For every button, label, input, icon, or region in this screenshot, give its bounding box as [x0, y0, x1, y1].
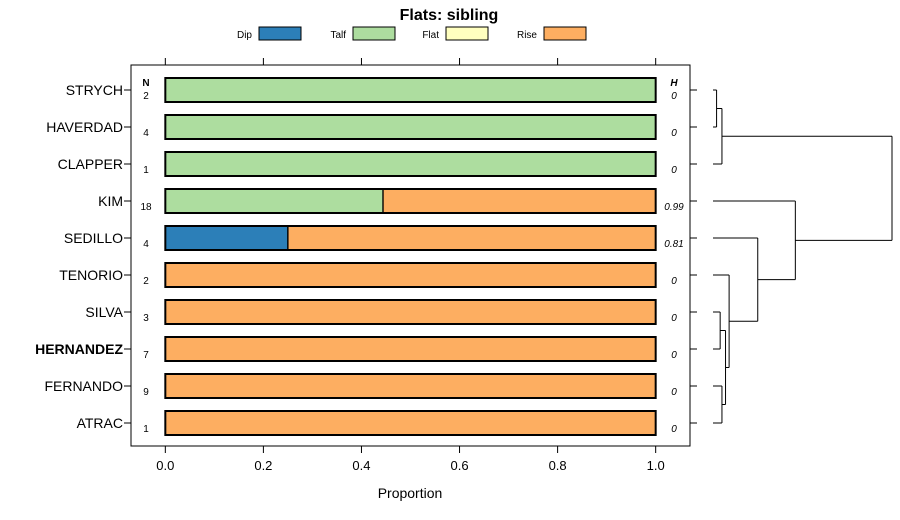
- bar-segment-rise: [164, 336, 657, 362]
- h-value: 0: [671, 313, 677, 324]
- bar-segment-talf: [164, 151, 657, 177]
- category-label: SEDILLO: [64, 230, 123, 246]
- h-value: 0: [671, 165, 677, 176]
- bar-outline: [164, 151, 657, 177]
- h-value: 0: [671, 276, 677, 287]
- h-column-header: H: [670, 78, 678, 89]
- n-value: 7: [143, 350, 149, 361]
- bar-segment-talf: [164, 188, 384, 214]
- legend: Dip Talf Flat Rise: [237, 26, 587, 41]
- n-value: 1: [143, 165, 149, 176]
- chart-title: Flats: sibling: [400, 7, 499, 24]
- legend-label-flat: Flat: [422, 30, 439, 41]
- category-label: HERNANDEZ: [35, 341, 123, 357]
- bar-outline: [164, 336, 657, 362]
- bar-segment-talf: [164, 114, 657, 140]
- bar-segment-dip: [164, 225, 289, 251]
- bar-segment-rise: [382, 188, 657, 214]
- category-label: HAVERDAD: [46, 119, 123, 135]
- bar-segment-rise: [164, 410, 657, 436]
- category-label: CLAPPER: [58, 156, 123, 172]
- category-label: SILVA: [85, 304, 123, 320]
- n-value: 4: [143, 128, 149, 139]
- bar-outline: [164, 299, 657, 325]
- h-value: 0: [671, 350, 677, 361]
- n-value: 4: [143, 239, 149, 250]
- category-label: STRYCH: [66, 82, 123, 98]
- bar-segment-rise: [164, 299, 657, 325]
- bar-outline: [164, 77, 657, 103]
- x-tick-label: 0.4: [352, 458, 370, 473]
- x-axis: 0.0 0.2 0.4 0.6 0.8 1.0: [156, 58, 665, 473]
- legend-label-talf: Talf: [330, 30, 346, 41]
- n-value: 2: [143, 91, 149, 102]
- category-label: ATRAC: [77, 415, 123, 431]
- x-tick-label: 0.2: [254, 458, 272, 473]
- h-value: 0.99: [664, 202, 684, 213]
- bar-outline: [164, 410, 657, 436]
- n-value: 3: [143, 313, 149, 324]
- category-label: KIM: [98, 193, 123, 209]
- dendrogram: [713, 89, 893, 424]
- plot-frame: [130, 64, 691, 447]
- n-value: 18: [140, 202, 152, 213]
- bar-rows: STRYCH 2 0 HAVERDAD 4 0 CLAPPER 1 0 KIM 18 0.99 SEDI…: [35, 77, 697, 436]
- bar-segment-rise: [287, 225, 657, 251]
- bar-segment-rise: [164, 373, 657, 399]
- category-label: FERNANDO: [44, 378, 123, 394]
- legend-label-rise: Rise: [517, 30, 537, 41]
- legend-swatch-flat: [445, 26, 489, 41]
- bar-outline: [164, 114, 657, 140]
- legend-swatch-rise: [543, 26, 587, 41]
- h-value: 0: [671, 387, 677, 398]
- x-tick-label: 0.8: [549, 458, 567, 473]
- category-label: TENORIO: [59, 267, 123, 283]
- legend-swatch-talf: [352, 26, 396, 41]
- h-value: 0: [671, 128, 677, 139]
- h-value: 0.81: [664, 239, 683, 250]
- x-tick-label: 0.6: [450, 458, 468, 473]
- n-value: 9: [143, 387, 149, 398]
- x-tick-label: 0.0: [156, 458, 174, 473]
- bar-outline: [164, 262, 657, 288]
- legend-label-dip: Dip: [237, 30, 252, 41]
- x-axis-label: Proportion: [378, 485, 443, 501]
- n-column-header: N: [142, 78, 149, 89]
- x-tick-label: 1.0: [647, 458, 665, 473]
- n-value: 1: [143, 424, 149, 435]
- n-value: 2: [143, 276, 149, 287]
- bar-outline: [164, 225, 657, 251]
- bar-outline: [164, 373, 657, 399]
- bar-outline: [164, 188, 657, 214]
- legend-swatch-dip: [258, 26, 302, 41]
- bar-segment-talf: [164, 77, 657, 103]
- bar-segment-rise: [164, 262, 657, 288]
- h-value: 0: [671, 91, 677, 102]
- h-value: 0: [671, 424, 677, 435]
